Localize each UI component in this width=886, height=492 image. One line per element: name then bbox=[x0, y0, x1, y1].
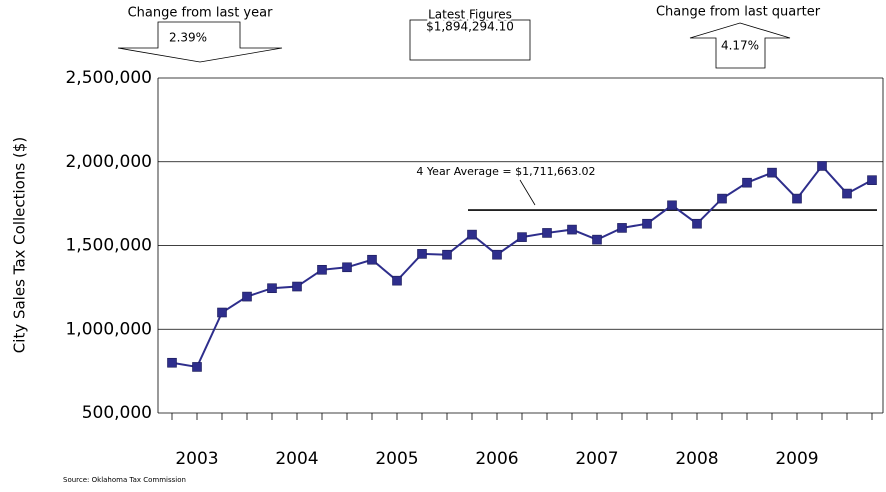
y-tick-label: 2,500,000 bbox=[65, 68, 152, 88]
data-point bbox=[742, 177, 752, 188]
x-tick-label: 2004 bbox=[275, 449, 318, 469]
y-tick-label: 500,000 bbox=[82, 403, 152, 423]
data-point bbox=[467, 229, 477, 240]
data-point bbox=[442, 249, 452, 260]
change-year-value: 2.39% bbox=[169, 31, 207, 45]
data-point bbox=[292, 281, 302, 292]
data-point bbox=[217, 307, 227, 318]
data-point bbox=[417, 249, 427, 259]
x-tick-label: 2009 bbox=[775, 449, 818, 469]
data-point bbox=[192, 362, 202, 372]
average-pointer bbox=[519, 179, 536, 206]
data-point bbox=[842, 188, 852, 199]
latest-value: $1,894,294.10 bbox=[426, 20, 514, 34]
data-point bbox=[342, 262, 352, 273]
data-point bbox=[517, 232, 527, 242]
data-point bbox=[317, 264, 327, 275]
data-point bbox=[642, 218, 652, 229]
average-label: 4 Year Average = $1,711,663.02 bbox=[416, 165, 595, 178]
data-point bbox=[392, 275, 402, 286]
data-point bbox=[367, 254, 377, 265]
data-point bbox=[167, 357, 177, 368]
change-quarter-title: Change from last quarter bbox=[656, 5, 821, 20]
data-point bbox=[767, 167, 777, 178]
data-point bbox=[592, 234, 602, 245]
data-point bbox=[492, 249, 502, 260]
x-tick-label: 2005 bbox=[375, 449, 418, 469]
up-arrow bbox=[689, 22, 791, 69]
data-point bbox=[267, 283, 277, 294]
data-point bbox=[542, 228, 552, 238]
x-tick-label: 2006 bbox=[475, 449, 518, 469]
data-point bbox=[792, 193, 802, 204]
data-point bbox=[617, 223, 627, 233]
source: Source: Oklahoma Tax Commission bbox=[63, 476, 186, 484]
x-tick-label: 2007 bbox=[575, 449, 618, 469]
y-axis-label: City Sales Tax Collections ($) bbox=[11, 137, 29, 353]
data-point bbox=[242, 291, 252, 302]
x-tick-label: 2003 bbox=[175, 449, 218, 469]
y-tick-label: 1,000,000 bbox=[65, 319, 152, 339]
data-point bbox=[667, 200, 677, 211]
y-tick-label: 1,500,000 bbox=[65, 236, 152, 256]
latest-box bbox=[409, 19, 531, 61]
data-point bbox=[717, 193, 727, 204]
x-tick-label: 2008 bbox=[675, 449, 718, 469]
data-point bbox=[692, 218, 702, 229]
data-point bbox=[567, 224, 577, 235]
change-year-title: Change from last year bbox=[128, 6, 274, 21]
down-arrow bbox=[117, 21, 283, 63]
latest-title: Latest Figures bbox=[428, 8, 512, 22]
series-line bbox=[171, 164, 873, 369]
change-quarter-value: 4.17% bbox=[721, 39, 759, 53]
y-tick-label: 2,000,000 bbox=[65, 152, 152, 172]
data-point bbox=[867, 175, 877, 185]
data-point bbox=[817, 161, 827, 171]
